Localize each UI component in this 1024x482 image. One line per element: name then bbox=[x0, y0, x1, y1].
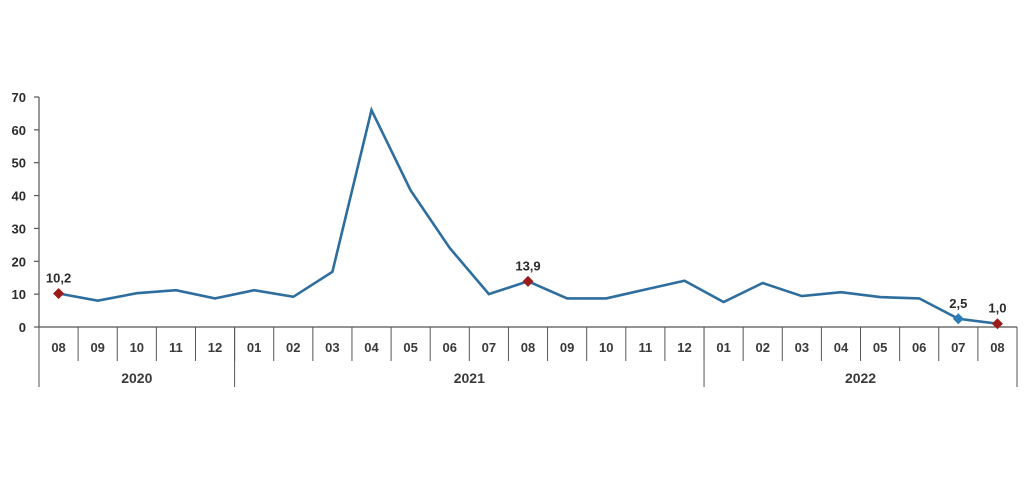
x-category-label: 04 bbox=[364, 340, 379, 355]
diamond-marker-icon bbox=[991, 318, 1003, 330]
x-category-label: 07 bbox=[482, 340, 496, 355]
y-tick-label: 0 bbox=[19, 320, 26, 335]
x-category-label: 02 bbox=[755, 340, 769, 355]
year-label: 2020 bbox=[121, 370, 152, 386]
y-tick-label: 30 bbox=[12, 221, 26, 236]
x-category-label: 12 bbox=[208, 340, 222, 355]
x-category-label: 11 bbox=[169, 340, 183, 355]
year-label: 2021 bbox=[454, 370, 485, 386]
plot-area bbox=[58, 106, 998, 325]
x-category-label: 04 bbox=[834, 340, 849, 355]
series-line bbox=[58, 106, 998, 325]
x-category-label: 11 bbox=[638, 340, 652, 355]
y-tick-label: 50 bbox=[12, 156, 26, 171]
x-category-label: 02 bbox=[286, 340, 300, 355]
x-category-label: 07 bbox=[951, 340, 965, 355]
diamond-marker-icon bbox=[952, 313, 964, 325]
y-tick-label: 70 bbox=[12, 90, 26, 105]
x-category-label: 08 bbox=[521, 340, 535, 355]
data-label: 13,9 bbox=[515, 258, 540, 273]
x-category-label: 05 bbox=[403, 340, 417, 355]
y-tick-label: 40 bbox=[12, 189, 26, 204]
x-category-label: 12 bbox=[677, 340, 691, 355]
diamond-marker-icon bbox=[53, 287, 65, 299]
x-category-label: 10 bbox=[599, 340, 613, 355]
x-category-label: 09 bbox=[560, 340, 574, 355]
x-category-label: 10 bbox=[130, 340, 144, 355]
x-category-label: 01 bbox=[716, 340, 730, 355]
diamond-marker-icon bbox=[522, 275, 534, 287]
x-category-label: 06 bbox=[912, 340, 926, 355]
y-axis: 0 10 20 30 40 50 60 70 bbox=[12, 90, 40, 335]
x-category-label: 01 bbox=[247, 340, 261, 355]
data-label: 2,5 bbox=[949, 296, 967, 311]
x-category-label: 05 bbox=[873, 340, 887, 355]
data-labels: 10,2 13,9 2,5 1,0 bbox=[46, 258, 1006, 330]
x-category-label: 08 bbox=[51, 340, 65, 355]
x-category-label: 06 bbox=[443, 340, 457, 355]
data-label: 1,0 bbox=[988, 301, 1006, 316]
y-tick-label: 60 bbox=[12, 123, 26, 138]
y-tick-label: 10 bbox=[12, 287, 26, 302]
x-axis: 08 09 10 11 12 01 02 03 04 05 06 07 08 09 10 11 12 01 02 03… bbox=[38, 326, 1018, 387]
x-category-label: 09 bbox=[90, 340, 104, 355]
data-label: 10,2 bbox=[46, 270, 71, 285]
x-category-label: 03 bbox=[325, 340, 339, 355]
x-category-label: 08 bbox=[990, 340, 1004, 355]
year-label: 2022 bbox=[845, 370, 876, 386]
y-tick-label: 20 bbox=[12, 254, 26, 269]
x-category-label: 03 bbox=[795, 340, 809, 355]
